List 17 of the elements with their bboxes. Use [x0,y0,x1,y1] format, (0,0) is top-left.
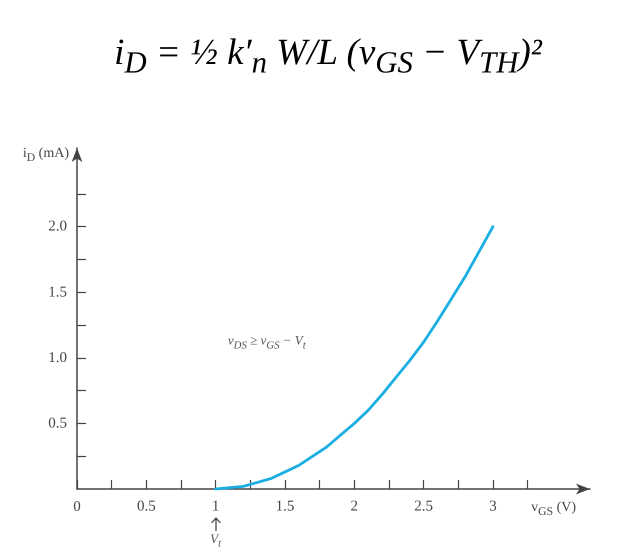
annotation: V$_{t}$ [210,531,222,552]
chart-title: i$_{D}$ = ½ k′$_{n}$ W/L (v$_{GS}$ − V$_{TH}$)² [114,32,542,80]
y-tick-label: 1.5 [48,284,67,300]
x-tick-label: 0 [73,499,81,516]
y-tick-label: 0.5 [48,415,67,432]
y-axis-title: i$_{D}$ (mA) [22,145,69,166]
x-tick-label: 0.5 [136,498,156,514]
y-tick-label: 1.0 [48,350,67,366]
y-tick-label: 2.0 [48,218,67,235]
x-tick-label: 1 [212,498,220,514]
x-tick-label: 2.5 [414,498,433,514]
annotation: v$_{DS}$ ≥ v$_{GS}$ − V$_{t}$ [228,333,306,352]
x-tick-label: 2 [350,498,358,514]
x-axis-title: v$_{GS}$ (V) [531,499,576,520]
line-series [214,225,494,490]
x-tick-label: 1.5 [276,498,294,514]
x-tick-label: 3 [489,498,497,514]
